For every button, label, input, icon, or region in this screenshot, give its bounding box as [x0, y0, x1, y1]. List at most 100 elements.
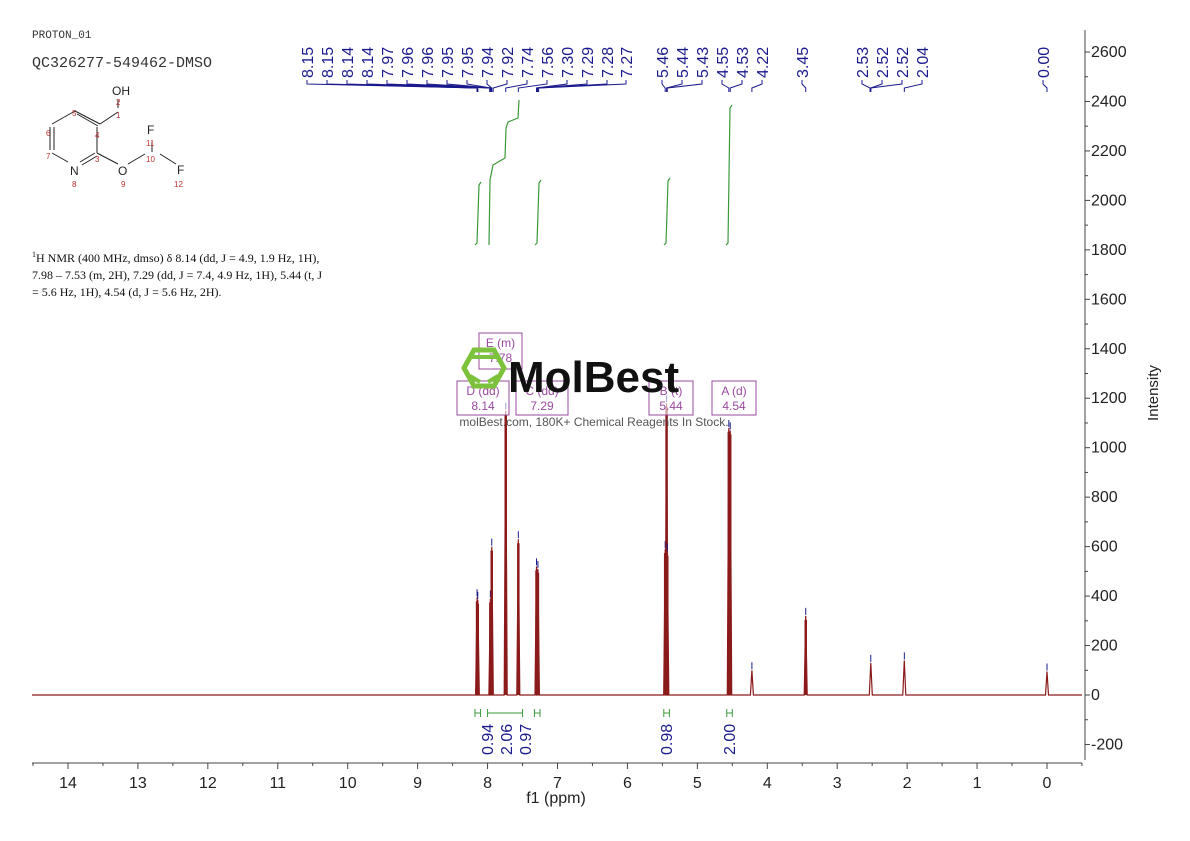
peak-label-connector [486, 80, 493, 92]
integral-curve [725, 104, 733, 246]
peak-label: 2.53 [855, 47, 872, 78]
x-axis-label: f1 (ppm) [526, 790, 586, 807]
peak-label: 2.04 [915, 47, 932, 78]
peak-label: 2.52 [895, 47, 912, 78]
y-tick-label: 600 [1091, 539, 1118, 556]
peak-label: 3.45 [795, 47, 812, 78]
atom-num: 12 [174, 180, 183, 189]
peak-label: 7.56 [540, 47, 557, 78]
peak-label: 8.14 [360, 47, 377, 78]
spectrum-trace [32, 403, 1082, 696]
atom-num: 3 [95, 155, 100, 164]
peak-label: 5.44 [675, 47, 692, 78]
integral-value: 2.06 [499, 724, 516, 755]
nmr-line-2: 7.98 – 7.53 (m, 2H), 7.29 (dd, J = 7.4, … [32, 268, 323, 282]
y-tick-label: 1200 [1091, 390, 1127, 407]
molecule-structure: OH N O F F 2 1 4 5 6 7 8 3 9 10 11 12 [46, 84, 184, 189]
atom-num: 4 [95, 131, 100, 140]
peak-label-connector [466, 80, 492, 92]
x-tick-label: 11 [269, 775, 286, 792]
x-tick-label: 14 [59, 775, 77, 792]
peak-label-connector [517, 80, 548, 92]
peak-label: 7.92 [500, 47, 517, 78]
y-tick-label: 2400 [1091, 93, 1127, 110]
integral-value: 0.97 [518, 724, 535, 755]
peak-label: 7.74 [520, 47, 537, 78]
atom-o: O [118, 164, 127, 178]
nmr-line-1: H NMR (400 MHz, dmso) δ 8.14 (dd, J = 4.… [36, 251, 320, 265]
peak-label-connector [666, 80, 683, 92]
peak-label-connector [492, 80, 508, 92]
peak-label: 7.28 [600, 47, 617, 78]
peak-label-connector [505, 80, 528, 92]
x-tick-label: 5 [693, 775, 702, 792]
logo-bar [486, 374, 500, 384]
y-tick-label: 200 [1091, 638, 1118, 655]
x-tick-label: 1 [973, 775, 982, 792]
peak-label: 7.94 [480, 47, 497, 78]
atom-num: 2 [116, 98, 121, 107]
peak-label-connector [861, 80, 871, 92]
peak-label: 7.96 [400, 47, 417, 78]
watermark: MolBest molBest.com, 180K+ Chemical Reage… [459, 347, 729, 429]
peak-label: 7.95 [440, 47, 457, 78]
multiplet-shift: 8.14 [471, 399, 495, 413]
y-tick-label: 1800 [1091, 242, 1127, 259]
multiplet-id: E (m) [486, 336, 515, 350]
x-tick-label: 6 [623, 775, 632, 792]
x-tick-label: 4 [763, 775, 772, 792]
peak-label-connector [870, 80, 883, 92]
peak-label-connector [538, 80, 627, 92]
peak-label-connector [366, 80, 479, 92]
atom-f2: F [177, 163, 184, 177]
x-tick-label: 12 [199, 775, 217, 792]
peak-label: 4.55 [715, 47, 732, 78]
atom-num: 5 [72, 109, 77, 118]
peak-label-connector [751, 80, 763, 92]
x-tick-label: 10 [339, 775, 357, 792]
atom-num: 9 [121, 180, 126, 189]
peak-label: 5.46 [655, 47, 672, 78]
x-tick-label: 0 [1043, 775, 1052, 792]
atom-num: 8 [72, 180, 77, 189]
y-tick-label: 800 [1091, 489, 1118, 506]
peak-label-connector [801, 80, 807, 92]
atom-num: 11 [146, 139, 155, 148]
nmr-description: 1H NMR (400 MHz, dmso) δ 8.14 (dd, J = 4… [32, 246, 382, 301]
multiplet-id: A (d) [721, 384, 746, 398]
y-tick-label: 2000 [1091, 192, 1127, 209]
y-axis-label: Intensity [1145, 365, 1162, 421]
x-tick-label: 3 [833, 775, 842, 792]
peak-label: 7.30 [560, 47, 577, 78]
logo-bar [468, 374, 482, 384]
x-tick-label: 8 [483, 775, 492, 792]
peak-label-connector [729, 80, 743, 92]
atom-num: 7 [46, 152, 51, 161]
atom-num: 6 [46, 129, 51, 138]
peak-label-connector [666, 80, 703, 92]
peak-label: 2.52 [875, 47, 892, 78]
peak-label: 7.29 [580, 47, 597, 78]
peak-label-connector [1042, 80, 1048, 92]
molbest-logo-icon [461, 347, 507, 389]
peak-label-connector [721, 80, 730, 92]
integral-value: 0.94 [480, 724, 497, 755]
peak-label: 7.96 [420, 47, 437, 78]
multiplet-shift: 7.29 [530, 399, 554, 413]
y-tick-label: -200 [1091, 736, 1123, 753]
experiment-name: PROTON_01 [32, 30, 92, 42]
nmr-line-3: = 5.6 Hz, 1H), 4.54 (d, J = 5.6 Hz, 2H). [32, 285, 222, 299]
x-tick-label: 13 [129, 775, 147, 792]
y-tick-label: 2200 [1091, 143, 1127, 160]
atom-num: 1 [116, 111, 121, 120]
integral-curve [474, 181, 482, 246]
integral-curve [488, 99, 520, 246]
x-tick-label: 7 [553, 775, 562, 792]
integral-curve [663, 177, 671, 246]
atom-oh: OH [112, 84, 130, 98]
superscript: 1 [32, 250, 36, 259]
peak-label-connector [536, 80, 588, 92]
peak-label-connector [903, 80, 923, 92]
multiplet-shift: 4.54 [722, 399, 746, 413]
